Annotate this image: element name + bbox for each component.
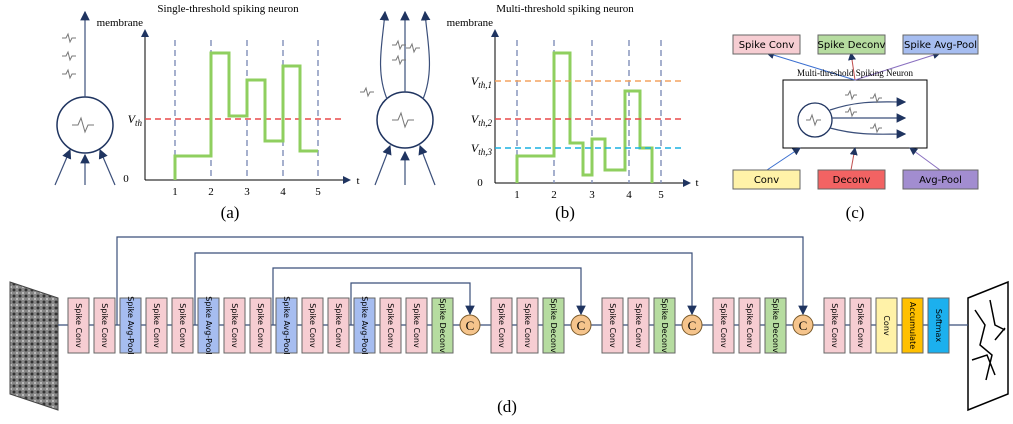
- block-label: Spike Avg-Pool: [904, 40, 977, 51]
- plot-b: [495, 30, 690, 183]
- threshold-label: Vth,1: [471, 74, 492, 90]
- block-label: Deconv: [833, 175, 871, 186]
- x-label: t: [356, 175, 359, 187]
- tick-label: 3: [589, 189, 595, 201]
- block-label: Spike Conv: [608, 303, 617, 348]
- block-label: Spike Conv: [386, 303, 395, 348]
- threshold-label: Vth,2: [471, 112, 493, 128]
- caption: (c): [846, 203, 865, 222]
- tick-label: 2: [208, 186, 214, 198]
- neuron-a: [55, 12, 115, 185]
- tick-label: 5: [658, 189, 664, 201]
- title: Multi-threshold spiking neuron: [496, 3, 634, 15]
- block-label: Spike Conv: [497, 303, 506, 348]
- concat-label: C: [466, 318, 475, 333]
- block-label: Conv: [882, 315, 891, 336]
- threshold-label: Vth,3: [471, 141, 493, 157]
- tick-label: 2: [551, 189, 557, 201]
- block-label: Spike Conv: [334, 303, 343, 348]
- caption: (a): [221, 203, 240, 222]
- block-label: Accumulate: [908, 302, 917, 349]
- block-label: Spike Conv: [523, 303, 532, 348]
- block-label: Spike Conv: [178, 303, 187, 348]
- threshold-sub: th,3: [478, 147, 492, 157]
- block-label: Spike Avg-Pool: [360, 296, 369, 354]
- network: Spike Conv Spike Conv Spike Avg-Pool Spike …: [58, 237, 968, 355]
- block-label: Spike Avg-Pool: [126, 296, 135, 354]
- block-label: Spike Deconv: [771, 298, 780, 353]
- caption: (b): [555, 203, 575, 222]
- block-label: Spike Conv: [256, 303, 265, 348]
- x-label: t: [695, 177, 698, 189]
- neuron-label: Multi-threshold Spiking Neuron: [797, 68, 913, 78]
- title: Single-threshold spiking neuron: [157, 3, 299, 15]
- threshold-sub: th,1: [478, 80, 492, 90]
- block-label: Spike Avg-Pool: [282, 296, 291, 354]
- caption: (d): [497, 397, 517, 416]
- threshold-sub: th: [135, 118, 143, 128]
- input-image: [10, 282, 58, 410]
- block-label: Spike Conv: [719, 303, 728, 348]
- block-label: Spike Conv: [739, 40, 795, 51]
- origin-label: 0: [123, 173, 129, 185]
- block-label: Spike Conv: [745, 303, 754, 348]
- block-label: Spike Deconv: [549, 298, 558, 353]
- block-label: Avg-Pool: [919, 175, 962, 186]
- block-label: Spike Conv: [308, 303, 317, 348]
- tick-label: 5: [315, 186, 321, 198]
- block-label: Spike Avg-Pool: [204, 296, 213, 354]
- block-label: Spike Conv: [230, 303, 239, 348]
- origin-label: 0: [477, 177, 483, 189]
- block-label: Spike Deconv: [818, 40, 886, 51]
- block-label: Spike Conv: [152, 303, 161, 348]
- tick-label: 3: [244, 186, 250, 198]
- threshold-label: Vth: [128, 112, 143, 128]
- tick-label: 1: [172, 186, 178, 198]
- block-label: Spike Conv: [100, 303, 109, 348]
- block-label: Spike Conv: [856, 303, 865, 348]
- block-label: Spike Deconv: [438, 298, 447, 353]
- skip-connection: [117, 237, 803, 325]
- concat-label: C: [577, 318, 586, 333]
- block-label: Conv: [754, 175, 779, 186]
- tick-label: 4: [626, 189, 632, 201]
- y-label: membrane: [97, 17, 144, 29]
- block-label: Spike Conv: [830, 303, 839, 348]
- block-label: Spike Conv: [634, 303, 643, 348]
- y-label: membrane: [447, 17, 494, 29]
- concat-label: C: [688, 318, 697, 333]
- threshold-sub: th,2: [478, 118, 492, 128]
- block-label: Spike Conv: [74, 303, 83, 348]
- neuron-b: [360, 12, 435, 185]
- tick-label: 4: [280, 186, 286, 198]
- figure: Spike Conv Spike Conv Spike Avg-Pool Spike …: [0, 0, 1013, 424]
- block-label: Softmax: [934, 309, 943, 342]
- concat-label: C: [799, 318, 808, 333]
- block-label: Spike Conv: [412, 303, 421, 348]
- tick-label: 1: [514, 189, 520, 201]
- block-label: Spike Deconv: [660, 298, 669, 353]
- plot-a: [145, 30, 350, 180]
- output-image: [968, 282, 1008, 410]
